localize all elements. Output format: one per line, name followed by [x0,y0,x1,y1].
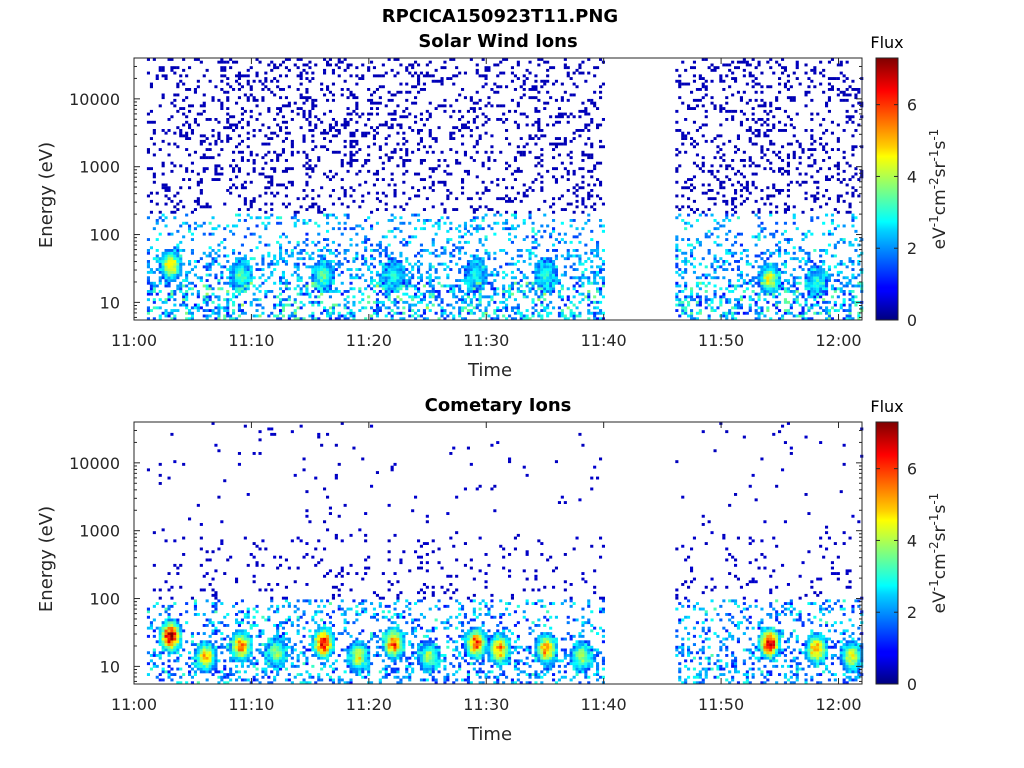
x-tick-label: 11:50 [698,695,744,714]
y-tick-label: 10000 [69,90,120,109]
x-tick-label: 12:00 [815,331,861,350]
figure-title: RPCICA150923T11.PNG [381,6,619,27]
y-axis-label: Energy (eV) [36,506,57,612]
spectrogram-cells-solar-wind [146,58,864,321]
x-tick-label: 11:20 [346,695,392,714]
x-axis-label: Time [467,724,512,745]
axes-frame-cometary [133,421,863,685]
colorbar-tick-label: 0 [907,675,917,694]
colorbar-title: Flux [870,397,903,416]
y-tick-label: 1000 [79,522,120,541]
colorbar-unit-label: eV-1cm-2sr-1s-1 [927,493,950,614]
panel-solar-wind-ions: 11:00 11:10 11:20 11:30 11:40 11:50 12:00 10 100… [36,33,950,381]
x-tick-label: 11:00 [111,331,157,350]
panel-cometary-ions: 11:00 11:10 11:20 11:30 11:40 11:50 12:00 10 100… [36,397,950,745]
colorbar-tick-label: 4 [907,531,917,550]
panel-title-cometary: Cometary Ions [424,395,572,416]
y-tick-label: 10000 [69,454,120,473]
axes-frame-solar-wind [133,57,863,321]
colorbar-title: Flux [870,33,903,52]
colorbar-tick-label: 0 [907,311,917,330]
y-tick-label: 100 [89,590,120,609]
y-axis-label: Energy (eV) [36,142,57,248]
x-tick-label: 11:40 [581,695,627,714]
colorbar-tick-label: 2 [907,603,917,622]
colorbar-unit-label: eV-1cm-2sr-1s-1 [927,129,950,250]
y-tick-label: 1000 [79,158,120,177]
y-tick-label: 10 [100,657,120,676]
panel-title-solar-wind: Solar Wind Ions [418,31,578,52]
x-tick-label: 11:30 [463,331,509,350]
colorbar-tick-label: 4 [907,167,917,186]
colorbar [875,57,899,321]
y-tick-label: 10 [100,293,120,312]
x-axis-label: Time [467,360,512,381]
x-tick-label: 11:50 [698,331,744,350]
colorbar-tick-label: 2 [907,239,917,258]
colorbar-tick-label: 6 [907,460,917,479]
x-tick-label: 11:10 [228,695,274,714]
x-tick-label: 11:10 [228,331,274,350]
colorbar [875,421,899,685]
y-tick-label: 100 [89,226,120,245]
x-tick-label: 12:00 [815,695,861,714]
x-tick-label: 11:20 [346,331,392,350]
colorbar-tick-label: 6 [907,96,917,115]
x-tick-label: 11:30 [463,695,509,714]
spectrogram-cells-cometary [146,422,864,685]
x-tick-label: 11:00 [111,695,157,714]
x-tick-label: 11:40 [581,331,627,350]
